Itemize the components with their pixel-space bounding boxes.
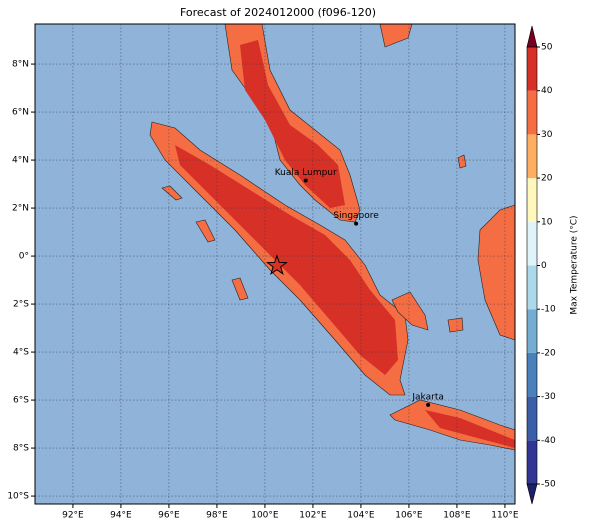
colorbar-segment: [527, 396, 537, 441]
colorbar-segment: [527, 352, 537, 397]
colorbar-tick-label: -20: [541, 348, 556, 358]
colorbar-tick-label: 10: [541, 217, 553, 227]
y-tick-label: 4°S: [13, 348, 29, 358]
colorbar-segment: [527, 265, 537, 310]
colorbar-segment: [527, 90, 537, 135]
colorbar-segment: [527, 221, 537, 266]
colorbar-segment: [527, 178, 537, 222]
map-frame: [34, 23, 516, 505]
x-tick-label: 96°E: [158, 511, 180, 521]
colorbar-label: Max Temperature (°C): [570, 215, 580, 314]
y-tick-label: 2°S: [13, 300, 29, 310]
x-tick-label: 110°E: [491, 511, 519, 521]
colorbar-segment: [527, 309, 537, 353]
x-tick-label: 98°E: [206, 511, 228, 521]
x-tick-label: 94°E: [110, 511, 132, 521]
y-tick-label: 8°N: [12, 60, 29, 70]
x-tick-label: 108°E: [443, 511, 471, 521]
y-tick-label: 10°S: [7, 492, 29, 502]
land: [149, 23, 516, 451]
y-tick-label: 8°S: [13, 444, 29, 454]
x-tick-label: 106°E: [395, 511, 423, 521]
colorbar-tick-label: 30: [541, 130, 553, 140]
colorbar-tick-label: -30: [541, 392, 556, 402]
colorbar-tick-label: 50: [541, 43, 553, 53]
city-label: Jakarta: [411, 392, 443, 402]
y-tick-label: 0°: [19, 252, 29, 262]
city-marker: [354, 221, 359, 226]
colorbar-tick-label: 0: [541, 261, 547, 271]
x-tick-label: 104°E: [347, 511, 375, 521]
y-tick-label: 6°N: [12, 108, 29, 118]
x-tick-label: 102°E: [299, 511, 327, 521]
x-tick-label: 100°E: [251, 511, 279, 521]
colorbar-tick-label: -50: [541, 480, 556, 490]
colorbar-segment: [527, 47, 537, 91]
colorbar-tick-label: 20: [541, 174, 553, 184]
colorbar-segment: [527, 440, 537, 484]
y-tick-label: 2°N: [12, 204, 29, 214]
city-label: Kuala Lumpur: [275, 168, 337, 178]
city-marker: [303, 178, 308, 183]
y-tick-label: 6°S: [13, 396, 29, 406]
x-tick-label: 92°E: [62, 511, 84, 521]
colorbar-tick-label: -10: [541, 305, 556, 315]
y-tick-label: 4°N: [12, 156, 29, 166]
colorbar-under: [526, 483, 538, 505]
title: Forecast of 2024012000 (f096-120): [180, 6, 376, 19]
colorbar-tick-label: -40: [541, 436, 556, 446]
city-marker: [426, 402, 431, 407]
colorbar-over: [526, 25, 538, 48]
colorbar-segment: [527, 134, 537, 179]
star-marker: [265, 254, 288, 276]
city-label: Singapore: [333, 211, 379, 221]
colorbar-tick-label: 40: [541, 86, 553, 96]
